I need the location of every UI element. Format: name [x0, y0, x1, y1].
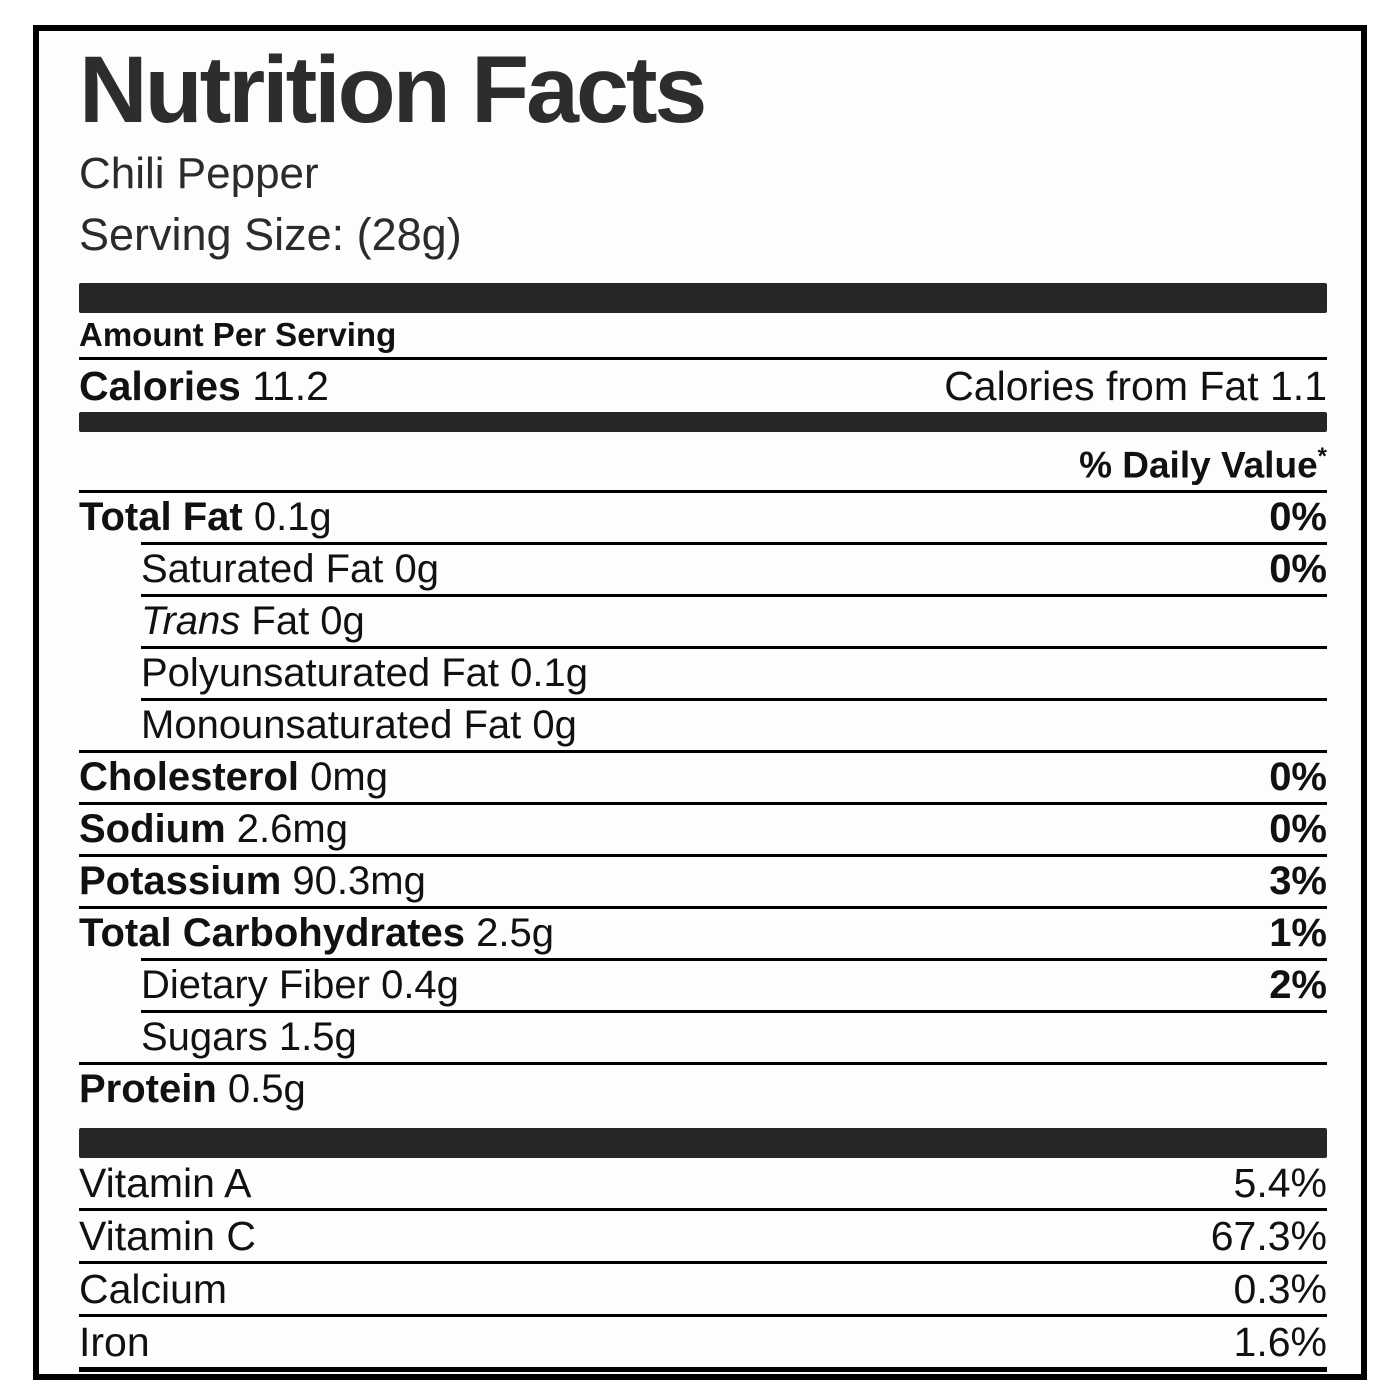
nutrient-amount: 0mg — [299, 755, 388, 800]
calories-left: Calories 11.2 — [79, 360, 329, 412]
nutrient-daily-value: 3% — [1269, 859, 1327, 904]
nutrient-table: Total Fat 0.1g 0% Saturated Fat 0g 0% Trans … — [79, 490, 1327, 1114]
divider-bar-bottom — [79, 1128, 1327, 1159]
calories-label: Calories — [79, 363, 241, 409]
nutrient-name: Sugars 1.5g — [141, 1015, 357, 1060]
vitamin-row: Iron 1.6% — [79, 1314, 1327, 1367]
calories-row: Calories 11.2 Calories from Fat 1.1 — [79, 357, 1327, 412]
nutrient-amount: 2.6mg — [225, 807, 348, 852]
daily-value-header: % Daily Value* — [1079, 443, 1327, 486]
nutrient-daily-value: 2% — [1269, 963, 1327, 1008]
nutrient-name: Trans Fat 0g — [141, 599, 365, 644]
vitamin-name: Vitamin A — [79, 1160, 252, 1207]
label-title: Nutrition Facts — [79, 37, 707, 143]
nutrient-row: Total Carbohydrates 2.5g 1% — [79, 906, 1327, 958]
serving-size: Serving Size: (28g) — [79, 209, 462, 260]
nutrient-row: Total Fat 0.1g 0% — [79, 490, 1327, 542]
daily-value-asterisk: * — [1317, 443, 1327, 470]
vitamin-name: Iron — [79, 1319, 150, 1366]
nutrient-amount: 2.5g — [465, 911, 554, 956]
nutrient-amount: 0.1g — [499, 651, 588, 696]
vitamin-row: Calcium 0.3% — [79, 1261, 1327, 1314]
nutrient-name: Protein 0.5g — [79, 1067, 306, 1112]
micronutrient-table: Vitamin A 5.4% Vitamin C 67.3% Calcium 0.3% Ir… — [79, 1158, 1327, 1373]
nutrient-amount: 1.5g — [267, 1015, 357, 1060]
divider-bar-top — [79, 283, 1327, 313]
product-name: Chili Pepper — [79, 149, 319, 198]
nutrient-name: Total Fat 0.1g — [79, 495, 332, 540]
nutrient-daily-value: 0% — [1269, 755, 1327, 800]
nutrient-row: Saturated Fat 0g 0% — [141, 542, 1327, 594]
nutrient-amount: 0g — [383, 547, 439, 592]
vitamin-value: 5.4% — [1233, 1160, 1327, 1207]
vitamin-value: 67.3% — [1210, 1213, 1327, 1260]
nutrient-name: Monounsaturated Fat 0g — [141, 703, 577, 748]
vitamin-value: 0.3% — [1233, 1266, 1327, 1313]
vitamin-row: Vitamin C 67.3% — [79, 1208, 1327, 1261]
calories-from-fat: Calories from Fat 1.1 — [944, 363, 1327, 409]
vitamin-name: Vitamin C — [79, 1213, 256, 1260]
nutrient-row: Potassium 90.3mg 3% — [79, 854, 1327, 906]
nutrient-row: Protein 0.5g — [79, 1062, 1327, 1114]
nutrient-row: Trans Fat 0g — [141, 594, 1327, 646]
nutrient-amount: 90.3mg — [281, 859, 426, 904]
nutrient-daily-value: 0% — [1269, 807, 1327, 852]
nutrient-amount: 0.4g — [369, 963, 459, 1008]
nutrient-name: Sodium 2.6mg — [79, 807, 348, 852]
nutrient-row: Monounsaturated Fat 0g — [141, 698, 1327, 750]
nutrient-amount: 0.1g — [242, 495, 332, 540]
nutrient-name: Potassium 90.3mg — [79, 859, 426, 904]
vitamin-row: Vitamin A 5.4% — [79, 1158, 1327, 1208]
nutrient-name: Saturated Fat 0g — [141, 547, 439, 592]
nutrition-label: Nutrition Facts Chili Pepper Serving Siz… — [33, 25, 1367, 1380]
nutrient-name: Polyunsaturated Fat 0.1g — [141, 651, 588, 696]
nutrient-row: Dietary Fiber 0.4g 2% — [141, 958, 1327, 1010]
amount-per-serving-label: Amount Per Serving — [79, 316, 397, 353]
nutrient-daily-value: 1% — [1269, 911, 1327, 956]
vitamin-name: Calcium — [79, 1266, 228, 1313]
nutrient-row: Polyunsaturated Fat 0.1g — [141, 646, 1327, 698]
nutrient-name: Dietary Fiber 0.4g — [141, 963, 459, 1008]
vitamin-value: 1.6% — [1233, 1319, 1327, 1366]
divider-bar-mid — [79, 412, 1327, 432]
nutrient-amount: 0.5g — [216, 1067, 306, 1112]
nutrient-row: Sugars 1.5g — [141, 1010, 1327, 1062]
nutrient-name: Cholesterol 0mg — [79, 755, 388, 800]
nutrient-daily-value: 0% — [1269, 495, 1327, 540]
calories-value: 11.2 — [252, 363, 329, 409]
nutrient-name: Total Carbohydrates 2.5g — [79, 911, 554, 956]
nutrient-amount: 0g — [521, 703, 577, 748]
nutrient-row: Sodium 2.6mg 0% — [79, 802, 1327, 854]
nutrient-amount: Fat 0g — [240, 599, 365, 644]
nutrient-row: Cholesterol 0mg 0% — [79, 750, 1327, 802]
nutrient-daily-value: 0% — [1269, 547, 1327, 592]
